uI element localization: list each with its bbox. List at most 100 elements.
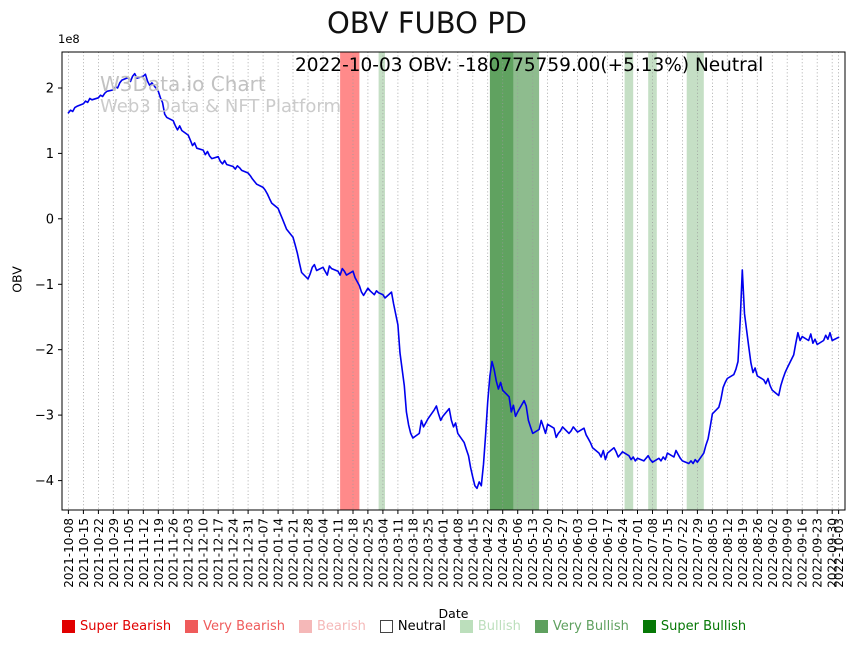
y-tick-label: −4 <box>35 474 54 489</box>
y-axis-offset-text: 1e8 <box>58 32 80 46</box>
legend-item-very-bearish: Very Bearish <box>185 619 285 634</box>
y-tick-label: −2 <box>35 343 54 358</box>
x-tick-label: 2021-11-12 <box>137 518 151 588</box>
x-tick-label: 2022-05-27 <box>556 518 570 588</box>
watermark-line1: W3Data.io Chart <box>100 72 266 96</box>
x-tick-label: 2022-03-25 <box>421 518 435 588</box>
x-tick-label: 2022-08-19 <box>736 518 750 588</box>
x-tick-label: 2022-07-22 <box>676 518 690 588</box>
legend-item-bullish: Bullish <box>459 619 521 634</box>
legend-label-neutral: Neutral <box>397 619 446 634</box>
x-tick-label: 2022-01-14 <box>272 518 286 588</box>
signal-band-bullish <box>624 52 634 510</box>
x-tick-label: 2022-06-17 <box>601 518 615 588</box>
x-tick-label: 2022-07-01 <box>631 518 645 588</box>
legend-item-neutral: Neutral <box>379 619 446 634</box>
x-tick-label: 2022-06-24 <box>616 518 630 588</box>
x-tick-label: 2022-07-29 <box>691 518 705 588</box>
signal-band-bullish <box>648 52 657 510</box>
obv-annotation: 2022-10-03 OBV: -180775759.00(+5.13%) Ne… <box>295 55 764 76</box>
x-tick-label: 2022-05-13 <box>526 518 540 588</box>
legend-label-bullish: Bullish <box>477 619 521 634</box>
signal-band-bullish <box>378 52 385 510</box>
x-tick-label: 2022-04-29 <box>496 518 510 588</box>
legend-swatch-bullish <box>459 620 473 633</box>
x-tick-label: 2021-10-15 <box>77 518 91 588</box>
x-tick-label: 2022-09-02 <box>766 518 780 588</box>
x-tick-label: 2022-09-09 <box>781 518 795 588</box>
x-tick-label: 2022-02-25 <box>361 518 375 588</box>
x-tick-label: 2022-07-08 <box>646 518 660 588</box>
x-tick-label: 2022-02-18 <box>347 518 361 588</box>
x-tick-label: 2021-10-22 <box>92 518 106 588</box>
plot-border <box>61 51 846 511</box>
x-tick-label: 2021-12-10 <box>197 518 211 588</box>
legend-swatch-bearish <box>298 620 312 633</box>
legend-label-super-bullish: Super Bullish <box>660 619 747 634</box>
x-tick-label: 2021-11-05 <box>122 518 136 588</box>
x-tick-label: 2021-12-31 <box>242 518 256 588</box>
x-tick-label: 2022-04-08 <box>451 518 465 588</box>
legend-item-super-bearish: Super Bearish <box>62 619 171 634</box>
obv-line <box>67 72 840 490</box>
x-tick-label: 2021-10-29 <box>107 518 121 588</box>
x-tick-label: 2022-09-30 <box>826 518 840 588</box>
x-tick-label: 2022-04-22 <box>481 518 495 588</box>
signal-band-very-bullish <box>489 52 514 510</box>
legend-item-very-bullish: Very Bullish <box>534 619 629 634</box>
legend-item-bearish: Bearish <box>298 619 366 634</box>
y-tick-label: 0 <box>46 212 54 227</box>
y-axis-label: OBV <box>9 266 25 293</box>
legend-label-very-bearish: Very Bearish <box>203 619 285 634</box>
legend: Super Bearish Very Bearish Bearish Neutral B… <box>62 619 746 634</box>
x-tick-label: 2021-12-17 <box>212 518 226 588</box>
legend-label-bearish: Bearish <box>316 619 366 634</box>
legend-swatch-super-bearish <box>62 620 75 633</box>
x-tick-label: 2022-10-03 <box>832 518 846 588</box>
x-tick-label: 2022-08-26 <box>751 518 765 588</box>
x-tick-label: 2022-02-04 <box>317 518 331 588</box>
legend-swatch-very-bearish <box>185 620 199 633</box>
legend-swatch-very-bullish <box>534 620 548 633</box>
x-tick-label: 2022-04-15 <box>466 518 480 588</box>
x-axis-label: Date <box>438 606 469 621</box>
y-tick-label: −1 <box>35 278 54 293</box>
x-tick-label: 2021-11-26 <box>167 518 181 588</box>
y-tick-label: 2 <box>46 82 54 97</box>
legend-item-super-bullish: Super Bullish <box>642 619 747 634</box>
x-tick-label: 2022-05-20 <box>541 518 555 588</box>
x-tick-label: 2022-05-06 <box>511 518 525 588</box>
watermark-line2: Web3 Data & NFT Platform <box>100 96 342 117</box>
x-tick-label: 2022-08-12 <box>721 518 735 588</box>
x-tick-label: 2022-06-10 <box>586 518 600 588</box>
x-tick-label: 2021-10-08 <box>62 518 76 588</box>
y-tick-label: 1 <box>46 147 54 162</box>
legend-label-very-bullish: Very Bullish <box>552 619 629 634</box>
signal-band-bullish <box>686 52 704 510</box>
x-tick-label: 2022-03-11 <box>391 518 405 588</box>
y-tick-label: −3 <box>35 409 54 424</box>
chart-title: OBV FUBO PD <box>326 6 528 40</box>
x-tick-label: 2022-07-15 <box>661 518 675 588</box>
legend-swatch-super-bullish <box>642 620 656 633</box>
x-tick-label: 2021-11-19 <box>152 518 166 588</box>
x-tick-label: 2022-03-04 <box>376 518 390 588</box>
x-tick-label: 2021-12-24 <box>227 518 241 588</box>
x-tick-label: 2022-09-16 <box>796 518 810 588</box>
x-tick-label: 2022-01-28 <box>302 518 316 588</box>
x-tick-label: 2022-02-11 <box>332 518 346 588</box>
x-tick-label: 2022-01-21 <box>287 518 301 588</box>
x-tick-label: 2022-06-03 <box>571 518 585 588</box>
x-tick-label: 2022-03-18 <box>406 518 420 588</box>
signal-band-very-bullish <box>513 52 540 510</box>
x-tick-label: 2021-12-03 <box>182 518 196 588</box>
x-tick-label: 2022-01-07 <box>257 518 271 588</box>
x-tick-label: 2022-08-05 <box>706 518 720 588</box>
x-tick-label: 2022-09-23 <box>811 518 825 588</box>
x-tick-label: 2022-04-01 <box>436 518 450 588</box>
legend-swatch-neutral <box>379 620 393 633</box>
signal-band-very-bearish <box>340 52 360 510</box>
legend-label-super-bearish: Super Bearish <box>80 619 172 634</box>
